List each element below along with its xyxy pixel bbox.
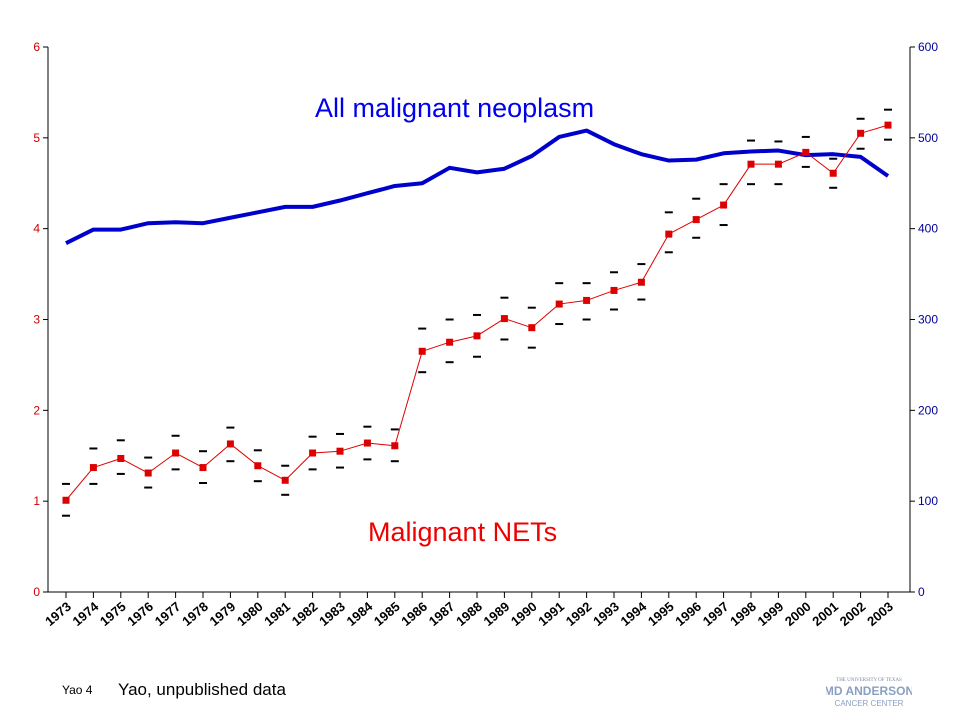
x-tick-label: 1994: [618, 598, 650, 629]
x-tick-label: 1992: [563, 599, 595, 629]
x-tick-label: 1987: [426, 599, 458, 629]
y-tick-label-left: 0: [33, 585, 40, 599]
data-point-malignant-nets: [884, 121, 892, 129]
data-point-malignant-nets: [555, 300, 563, 308]
data-source-note: Yao, unpublished data: [118, 680, 286, 699]
data-point-malignant-nets: [528, 324, 536, 332]
data-point-malignant-nets: [226, 440, 234, 448]
data-point-malignant-nets: [89, 464, 97, 472]
y-tick-label-right: 200: [918, 403, 938, 417]
x-tick-label: 1979: [207, 599, 239, 629]
annotation-malignant-nets: Malignant NETs: [368, 517, 557, 547]
x-tick-label: 1973: [42, 599, 74, 629]
x-tick-label: 1976: [124, 599, 156, 629]
logo-line-2: MD ANDERSON: [826, 684, 912, 698]
data-point-malignant-nets: [309, 449, 317, 457]
data-point-malignant-nets: [583, 296, 591, 304]
x-tick-label: 1996: [672, 599, 704, 629]
x-tick-label: 2001: [809, 599, 841, 629]
data-point-malignant-nets: [144, 469, 152, 477]
annotation-all-malignant-neoplasm: All malignant neoplasm: [315, 93, 594, 123]
data-point-malignant-nets: [857, 129, 865, 137]
data-point-malignant-nets: [254, 462, 262, 470]
data-point-malignant-nets: [62, 496, 70, 504]
x-tick-label: 2000: [782, 599, 814, 629]
data-point-malignant-nets: [117, 454, 125, 462]
x-tick-label: 1991: [535, 599, 567, 629]
data-point-malignant-nets: [418, 347, 426, 355]
x-tick-label: 1990: [508, 599, 540, 629]
y-tick-label-right: 300: [918, 313, 938, 327]
md-anderson-logo: THE UNIVERSITY OF TEXAS MD ANDERSON CANC…: [826, 672, 912, 712]
data-point-malignant-nets: [172, 449, 180, 457]
x-tick-label: 1974: [70, 598, 102, 629]
x-tick-label: 1978: [179, 599, 211, 629]
data-point-malignant-nets: [391, 442, 399, 450]
y-tick-label-left: 6: [33, 40, 40, 54]
data-point-malignant-nets: [637, 278, 645, 286]
x-tick-label: 1997: [700, 599, 732, 629]
y-tick-label-left: 5: [33, 131, 40, 145]
data-point-malignant-nets: [747, 160, 755, 168]
data-point-malignant-nets: [199, 464, 207, 472]
x-tick-label: 1984: [344, 598, 376, 629]
x-tick-label: 1988: [453, 599, 485, 629]
x-tick-label: 1982: [289, 599, 321, 629]
y-tick-label-left: 1: [33, 494, 40, 508]
y-tick-label-left: 4: [33, 222, 40, 236]
data-point-malignant-nets: [281, 476, 289, 484]
data-point-malignant-nets: [610, 286, 618, 294]
data-point-malignant-nets: [774, 160, 782, 168]
x-tick-label: 1983: [316, 599, 348, 629]
x-tick-label: 1999: [755, 599, 787, 629]
data-point-malignant-nets: [802, 148, 810, 156]
x-tick-label: 1975: [97, 599, 129, 629]
data-point-malignant-nets: [473, 332, 481, 340]
y-tick-label-left: 3: [33, 313, 40, 327]
y-tick-label-right: 100: [918, 494, 938, 508]
data-point-malignant-nets: [829, 169, 837, 177]
x-tick-label: 1981: [261, 599, 293, 629]
y-tick-label-right: 500: [918, 131, 938, 145]
data-point-malignant-nets: [500, 315, 508, 323]
x-tick-label: 1995: [645, 599, 677, 629]
slide-id: Yao 4: [62, 683, 93, 697]
x-tick-label: 2002: [837, 599, 869, 629]
x-tick-label: 1989: [481, 599, 513, 629]
y-tick-label-right: 400: [918, 222, 938, 236]
series-line-all-malignant: [65, 128, 890, 245]
x-tick-label: 1993: [590, 599, 622, 629]
x-tick-label: 1998: [727, 599, 759, 629]
y-tick-label-right: 0: [918, 585, 925, 599]
data-point-malignant-nets: [363, 439, 371, 447]
chart-annotations: All malignant neoplasm Malignant NETs: [315, 93, 594, 547]
y-tick-label-left: 2: [33, 403, 40, 417]
data-point-malignant-nets: [692, 216, 700, 224]
logo-line-1: THE UNIVERSITY OF TEXAS: [836, 678, 902, 683]
data-point-malignant-nets: [720, 201, 728, 209]
data-point-malignant-nets: [665, 230, 673, 238]
x-tick-label: 1977: [152, 599, 184, 629]
logo-line-3: CANCER CENTER: [835, 699, 904, 708]
x-tick-label: 1986: [398, 599, 430, 629]
y-tick-label-right: 600: [918, 40, 938, 54]
x-tick-label: 2003: [864, 599, 896, 629]
x-tick-label: 1985: [371, 599, 403, 629]
x-tick-label: 1980: [234, 599, 266, 629]
data-point-malignant-nets: [336, 447, 344, 455]
data-point-malignant-nets: [446, 338, 454, 346]
chart-series: [62, 108, 892, 517]
series-line-malignant-nets: [65, 124, 889, 501]
